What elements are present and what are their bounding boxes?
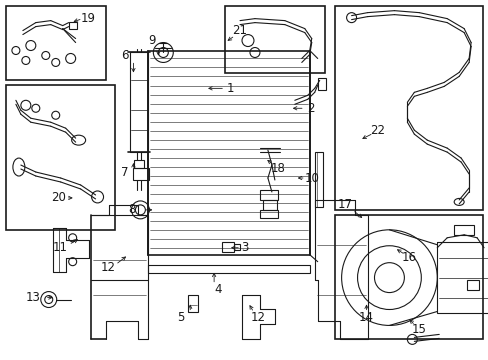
Text: 22: 22 [369,124,384,137]
Bar [224,6,324,73]
Text: 19: 19 [81,12,96,25]
Bar [68,22,77,28]
Bar [260,210,277,218]
Bar [148,50,309,255]
Bar [134,160,144,168]
Text: 9: 9 [148,34,156,47]
Text: 10: 10 [304,171,319,185]
Bar [334,215,482,339]
Text: 8: 8 [128,203,136,216]
Bar [6,6,105,80]
Bar [263,200,276,210]
Text: 5: 5 [177,311,184,324]
Text: 21: 21 [232,24,247,37]
Bar [6,85,115,230]
Text: 17: 17 [337,198,352,211]
Text: 13: 13 [25,291,40,304]
Text: 7: 7 [121,166,128,179]
Bar [188,294,198,312]
Bar [148,265,309,273]
Bar [133,168,149,180]
Text: 2: 2 [306,102,314,115]
Bar [234,244,240,250]
Text: 6: 6 [121,49,128,62]
Text: 11: 11 [52,241,67,254]
Bar [453,225,473,235]
Bar [436,242,488,314]
Bar [314,152,322,207]
Bar [260,190,277,200]
Text: 1: 1 [226,82,233,95]
Text: 4: 4 [214,283,222,296]
Text: 20: 20 [51,192,66,204]
Text: 3: 3 [241,241,248,254]
Text: 18: 18 [270,162,285,175]
Text: 14: 14 [358,311,373,324]
Bar [466,280,478,289]
Text: 12: 12 [101,261,116,274]
Bar [317,78,325,90]
Text: 12: 12 [250,311,265,324]
Bar [130,53,148,152]
Text: 15: 15 [411,323,426,336]
Text: 16: 16 [401,251,416,264]
Bar [222,242,234,252]
Bar [334,6,482,210]
